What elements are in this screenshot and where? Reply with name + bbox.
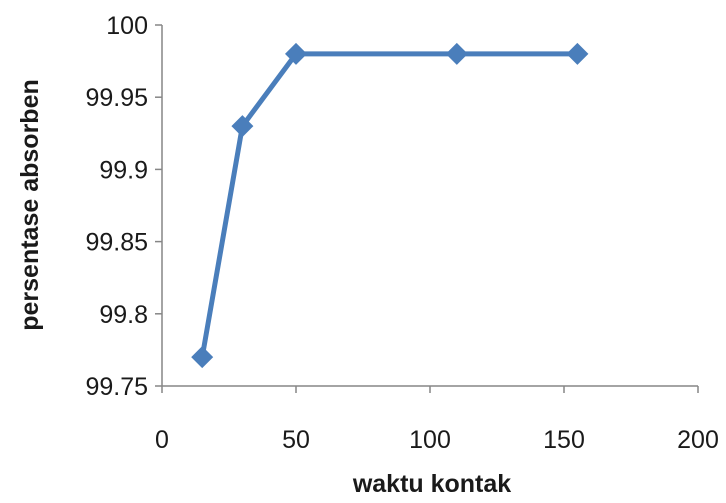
- y-tick-label: 99.75: [85, 373, 148, 401]
- y-tick-labels: 99.75 99.8 99.85 99.9 99.95 100: [85, 12, 148, 401]
- data-point-marker: [445, 42, 468, 65]
- x-tick-label: 0: [155, 426, 169, 454]
- axes: [155, 24, 699, 393]
- x-tick-label: 100: [409, 426, 451, 454]
- series: [191, 42, 589, 369]
- y-tick-label: 99.9: [99, 156, 148, 184]
- data-point-marker: [285, 42, 307, 65]
- x-tick-label: 150: [543, 426, 585, 454]
- x-axis-title: waktu kontak: [352, 470, 511, 498]
- data-point-marker: [566, 42, 589, 65]
- x-tick-label: 200: [677, 426, 719, 454]
- y-tick-label: 99.85: [85, 229, 148, 257]
- y-tick-label: 99.95: [85, 84, 148, 112]
- data-point-marker: [231, 115, 254, 138]
- data-point-marker: [191, 346, 214, 369]
- y-tick-label: 99.8: [99, 301, 148, 329]
- x-tick-labels: 0 50 100 150 200: [155, 426, 719, 454]
- y-tick-label: 100: [106, 12, 148, 40]
- y-axis-title: persentase absorben: [16, 79, 44, 331]
- x-tick-label: 50: [282, 426, 310, 454]
- series-line: [199, 51, 580, 360]
